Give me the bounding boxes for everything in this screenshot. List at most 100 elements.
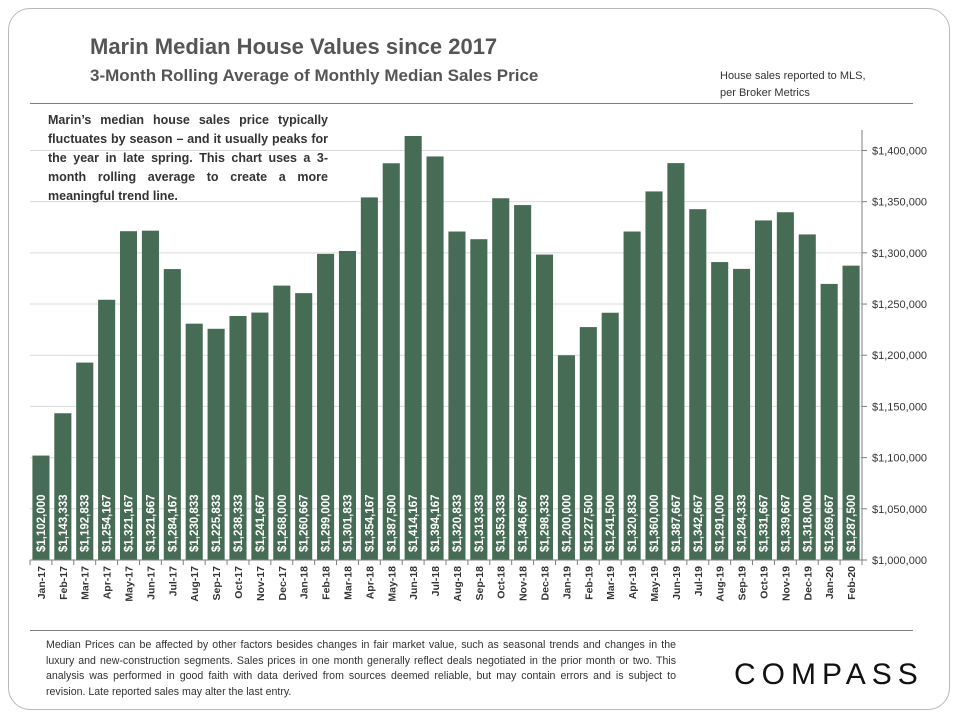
bar — [251, 312, 269, 560]
bar — [820, 283, 838, 560]
data-label: $1,241,667 — [255, 494, 267, 552]
chart-subtitle: 3-Month Rolling Average of Monthly Media… — [90, 66, 539, 85]
data-label: $1,192,833 — [80, 494, 92, 552]
bar — [645, 191, 663, 560]
bar — [798, 234, 816, 560]
x-tick-label: Jun-18 — [408, 566, 420, 600]
x-tick-label: Mar-19 — [605, 566, 617, 600]
bar — [776, 212, 794, 560]
compass-logo: COMPASS — [734, 658, 924, 691]
data-label: $1,342,667 — [693, 494, 705, 552]
bar — [754, 220, 773, 561]
y-tick-label: $1,350,000 — [872, 197, 927, 209]
x-tick-label: Jan-17 — [36, 566, 48, 599]
bar — [601, 312, 619, 560]
data-label: $1,346,667 — [518, 494, 530, 552]
y-tick-label: $1,000,000 — [872, 555, 927, 567]
y-tick-label: $1,250,000 — [872, 299, 927, 311]
x-tick-label: Sep-17 — [211, 566, 223, 601]
x-tick-label: Feb-18 — [321, 566, 333, 600]
bar — [514, 205, 532, 560]
x-tick-label: Jul-17 — [167, 566, 179, 597]
x-tick-label: May-18 — [386, 566, 398, 602]
bar — [207, 328, 225, 560]
bar — [141, 230, 159, 560]
bar — [54, 413, 72, 560]
bar — [492, 198, 510, 560]
x-tick-label: Feb-19 — [583, 566, 595, 600]
data-label: $1,225,833 — [211, 494, 223, 552]
x-tick-label: Nov-17 — [255, 566, 267, 601]
x-tick-label: Dec-19 — [802, 566, 814, 601]
x-tick-label: Jan-18 — [299, 566, 311, 599]
data-label: $1,260,667 — [299, 494, 311, 552]
data-label: $1,321,667 — [145, 494, 157, 552]
bar — [579, 327, 597, 560]
bar — [360, 197, 378, 560]
data-labels: $1,102,000 $1,143,333 $1,192,833 $1,254,167… — [36, 494, 858, 552]
x-tick-label: Aug-17 — [189, 566, 201, 602]
x-tick-label: May-17 — [124, 566, 136, 602]
data-label: $1,291,000 — [715, 494, 727, 552]
bar — [382, 163, 400, 560]
bar — [689, 209, 707, 560]
bar — [317, 253, 335, 560]
bar — [711, 262, 729, 560]
bar — [32, 455, 50, 560]
x-tick-label: Jun-17 — [145, 566, 157, 600]
x-tick-label: Oct-19 — [758, 566, 770, 599]
x-tick-label: Mar-17 — [80, 566, 92, 600]
bar — [426, 156, 444, 561]
x-tick-label: Jan-20 — [824, 566, 836, 599]
x-tick-label: Sep-19 — [737, 566, 749, 601]
data-label: $1,387,667 — [671, 494, 683, 552]
x-tick-label: Feb-17 — [58, 566, 70, 600]
data-label: $1,299,000 — [321, 494, 333, 552]
x-tick-label: Dec-18 — [540, 566, 552, 601]
data-label: $1,254,167 — [102, 494, 114, 552]
data-label: $1,102,000 — [36, 494, 48, 552]
bar — [535, 254, 554, 560]
data-label: $1,321,167 — [124, 494, 136, 552]
y-tick-label: $1,150,000 — [872, 401, 927, 413]
data-label: $1,360,000 — [649, 494, 661, 552]
y-tick-label: $1,400,000 — [872, 145, 927, 157]
bar — [76, 362, 94, 560]
x-tick-label: Nov-18 — [518, 566, 530, 601]
data-label: $1,143,333 — [58, 494, 70, 552]
bar — [557, 355, 575, 560]
x-tick-label: Apr-18 — [364, 566, 376, 599]
x-tick-label: Jul-18 — [430, 566, 442, 597]
x-tick-label: Sep-18 — [474, 566, 486, 601]
data-label: $1,394,167 — [430, 494, 442, 552]
x-tick-label: Aug-19 — [715, 566, 727, 602]
x-tick-label: Oct-17 — [233, 566, 245, 599]
data-label: $1,238,333 — [233, 494, 245, 552]
y-tick-label: $1,050,000 — [872, 504, 927, 516]
source-note: House sales reported to MLS, per Broker … — [720, 70, 866, 99]
bar — [404, 135, 422, 561]
x-tick-label: Jun-19 — [671, 566, 683, 600]
bar — [119, 231, 138, 561]
y-axis: $1,000,000 $1,050,000 $1,100,000 $1,150,000… — [861, 130, 927, 567]
data-label: $1,414,167 — [408, 494, 420, 552]
x-tick-label: Jul-19 — [693, 566, 705, 597]
data-label: $1,313,333 — [474, 494, 486, 552]
data-label: $1,287,500 — [846, 494, 858, 552]
data-label: $1,301,833 — [342, 494, 354, 552]
data-label: $1,227,500 — [583, 494, 595, 552]
data-label: $1,353,333 — [496, 494, 508, 552]
y-tick-label: $1,200,000 — [872, 350, 927, 362]
bar — [448, 231, 466, 560]
x-tick-label: Nov-19 — [780, 566, 792, 601]
bar — [98, 299, 116, 560]
data-label: $1,320,833 — [627, 494, 639, 552]
x-tick-label: Oct-18 — [496, 566, 508, 599]
x-tick-label: Mar-18 — [342, 566, 354, 600]
data-label: $1,268,000 — [277, 494, 289, 552]
bar — [163, 269, 181, 560]
data-label: $1,331,667 — [758, 494, 770, 552]
x-tick-label: Aug-18 — [452, 566, 464, 602]
bar — [842, 265, 860, 560]
